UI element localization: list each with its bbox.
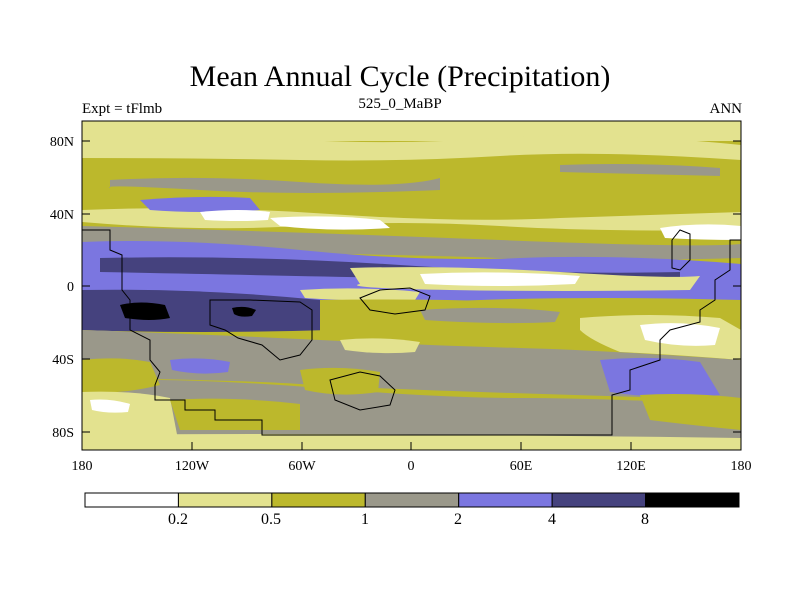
legend-label-5: 8 [641, 511, 649, 528]
y-axis-ticks [82, 140, 741, 433]
x-axis-labels: 180 120W 60W 0 60E 120E 180 [72, 459, 752, 474]
season-label: ANN [709, 101, 743, 117]
legend-label-2: 1 [361, 511, 369, 528]
y-tick-40s: 40S [52, 353, 74, 368]
experiment-label: Expt = tFlmb [82, 101, 163, 117]
legend-label-0: 0.2 [168, 511, 188, 528]
legend-box-3 [364, 492, 460, 508]
legend-labels: 0.2 0.5 1 2 4 8 [168, 511, 649, 528]
y-tick-40n: 40N [50, 208, 74, 223]
legend-box-4 [458, 492, 553, 508]
x-tick-60w: 60W [288, 459, 316, 474]
map-title: Mean Annual Cycle (Precipitation) [189, 60, 611, 93]
legend-box-5 [551, 492, 647, 508]
continent-outlines [82, 229, 741, 436]
time-label: 525_0_MaBP [358, 96, 442, 112]
legend-box-1 [177, 492, 273, 508]
x-tick-180e: 180 [731, 459, 752, 474]
y-axis-labels: 80N 40N 0 40S 80S [50, 135, 74, 441]
legend-label-1: 0.5 [261, 511, 281, 528]
y-tick-0: 0 [67, 280, 74, 295]
x-tick-180w: 180 [72, 459, 93, 474]
legend-label-4: 4 [548, 511, 556, 528]
precip-field [82, 121, 741, 450]
y-tick-80n: 80N [50, 135, 74, 150]
legend-box-6 [645, 492, 740, 508]
y-tick-80s: 80S [52, 426, 74, 441]
x-tick-0: 0 [408, 459, 415, 474]
legend-label-3: 2 [454, 511, 462, 528]
x-tick-60e: 60E [510, 459, 533, 474]
legend-box-2 [271, 492, 366, 508]
legend-box-0 [84, 492, 179, 508]
x-tick-120w: 120W [175, 459, 210, 474]
x-axis-ticks [191, 442, 632, 450]
x-tick-120e: 120E [616, 459, 646, 474]
color-legend [84, 492, 740, 508]
